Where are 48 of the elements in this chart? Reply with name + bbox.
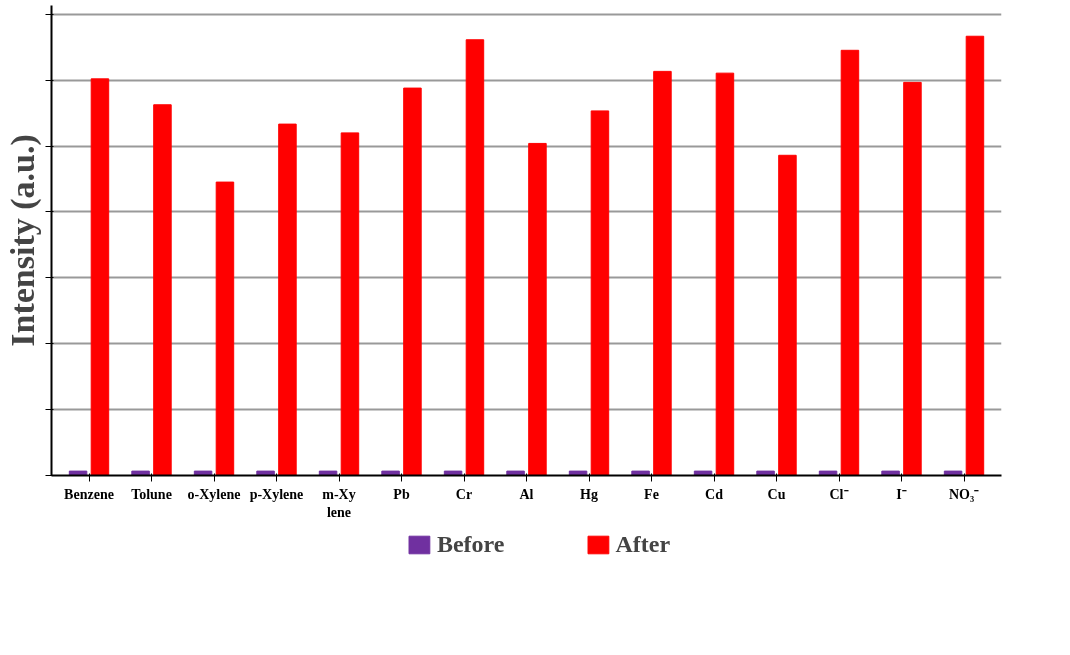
bar: [465, 39, 485, 476]
bar: [965, 35, 985, 476]
x-tick-label: m-Xy lene: [322, 486, 356, 520]
bar: [381, 470, 400, 476]
bar: [340, 132, 360, 476]
bar: [403, 87, 422, 476]
bar: [778, 154, 797, 476]
bar: [840, 49, 860, 476]
bar: [631, 470, 650, 476]
bar: [590, 110, 610, 476]
bar: [693, 470, 713, 476]
x-tick-label: Tolune: [131, 486, 172, 502]
bar: [90, 78, 110, 476]
bar: [318, 470, 338, 476]
bar: [256, 470, 275, 476]
x-tick-label: NO₃⁻: [948, 486, 980, 502]
bar: [68, 470, 88, 476]
bar: [506, 470, 525, 476]
x-tick-label: Cr: [455, 486, 473, 502]
bar: [903, 81, 922, 476]
x-tick-label: Hg: [580, 486, 598, 502]
y-axis-title: Intensity (a.u.): [3, 134, 42, 347]
x-tick-label: o-Xylene: [187, 486, 241, 502]
bar: [215, 181, 235, 476]
legend-label: Before: [436, 530, 505, 558]
bar: [881, 470, 900, 476]
x-tick-label: Benzene: [64, 486, 114, 502]
x-tick-label: Cd: [705, 486, 724, 502]
bar: [153, 104, 172, 476]
bar: [131, 470, 150, 476]
x-tick-label: p-Xylene: [249, 486, 304, 502]
bar: [193, 470, 213, 476]
x-tick-label: Al: [519, 486, 534, 502]
bar: [715, 72, 735, 476]
x-tick-label: Fe: [644, 486, 659, 502]
x-tick-label: Pb: [393, 486, 410, 502]
x-tick-label: Cl⁻: [829, 486, 849, 502]
bar: [568, 470, 588, 476]
bar: [818, 470, 838, 476]
bar: [943, 470, 963, 476]
bar: [278, 123, 297, 476]
bar: [756, 470, 775, 476]
bar: [528, 142, 547, 476]
x-tick-label: I⁻: [896, 486, 907, 502]
bar: [653, 70, 672, 476]
bar: [443, 470, 463, 476]
legend-label: After: [615, 530, 671, 558]
x-tick-label: Cu: [767, 486, 786, 502]
